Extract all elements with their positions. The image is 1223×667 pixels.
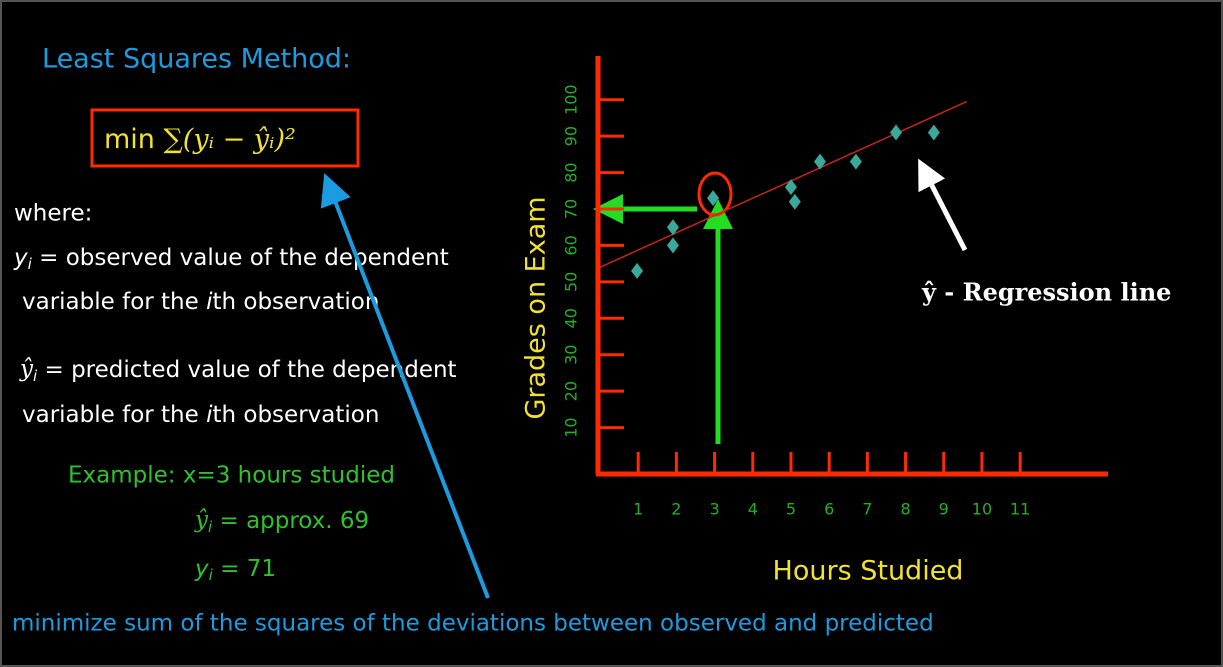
- x-tick-label: 2: [671, 500, 681, 519]
- point: [631, 262, 644, 279]
- x-axis-title: Hours Studied: [773, 556, 964, 587]
- regression-line: [599, 100, 967, 268]
- text: = observed value of the dependent: [32, 245, 449, 271]
- text: th observation: [212, 289, 379, 315]
- text: = 71: [213, 556, 276, 582]
- formula-box: [90, 108, 360, 168]
- point: [927, 124, 940, 141]
- example-obs: yi = 71: [194, 556, 276, 584]
- formula-expr: ∑(yᵢ − ŷᵢ)²: [164, 124, 296, 155]
- slide-title: Least Squares Method:: [42, 44, 351, 75]
- observed-line2: variable for the ith observation: [22, 289, 379, 315]
- y-tick-label: 40: [562, 308, 581, 328]
- example: Example: x=3 hours studied: [68, 463, 395, 489]
- text: = approx. 69: [212, 508, 369, 534]
- point: [849, 153, 862, 170]
- y-tick-label: 100: [562, 84, 581, 115]
- formula-min: min: [104, 124, 155, 155]
- y-tick-label: 30: [562, 345, 581, 365]
- x-tick-label: 7: [862, 500, 872, 519]
- symbol: y: [194, 556, 209, 582]
- y-tick-label: 10: [562, 417, 581, 437]
- y-tick-label: 20: [562, 381, 581, 401]
- x-tick-label: 8: [900, 500, 910, 519]
- subscript: i: [208, 518, 213, 536]
- text: th observation: [212, 402, 379, 428]
- subscript: i: [33, 367, 38, 385]
- text: i: [206, 289, 213, 315]
- formula: min ∑(yᵢ − ŷᵢ)²: [104, 124, 296, 155]
- symbol: ŷ: [19, 356, 34, 382]
- x-tick-label: 10: [972, 500, 992, 519]
- arrow: [320, 173, 490, 599]
- observed-line: yi = observed value of the dependent: [13, 245, 449, 273]
- predicted-line: ŷi = predicted value of the dependent: [19, 356, 457, 385]
- point: [890, 124, 903, 141]
- point: [707, 190, 720, 207]
- text: = predicted value of the dependent: [37, 357, 456, 383]
- x-tick-label: 9: [939, 500, 949, 519]
- point: [666, 219, 679, 236]
- text: variable for the: [22, 402, 206, 428]
- x-tick-label: 6: [824, 500, 834, 519]
- y-tick-label: 50: [562, 272, 581, 292]
- y-tick-label: 70: [562, 199, 581, 219]
- subscript: i: [28, 255, 33, 273]
- predicted-line2: variable for the ith observation: [22, 402, 379, 428]
- y-tick-label: 90: [562, 126, 581, 146]
- y-tick-label: 60: [562, 235, 581, 255]
- point: [666, 237, 679, 254]
- x-tick-label: 11: [1010, 500, 1030, 519]
- annotation: ŷ - Regression line: [921, 278, 1171, 307]
- point: [784, 179, 797, 196]
- text: variable for the: [22, 289, 206, 315]
- x-tick-label: 1: [633, 500, 643, 519]
- y-tick-label: 80: [562, 162, 581, 182]
- subscript: i: [209, 566, 214, 584]
- x-tick-label: 4: [748, 500, 758, 519]
- text: i: [206, 402, 213, 428]
- point: [814, 153, 827, 170]
- footer: minimize sum of the squares of the devia…: [12, 611, 934, 637]
- arrow: [918, 158, 968, 252]
- y-axis-title: Grades on Exam: [521, 196, 552, 419]
- where: where:: [14, 201, 92, 227]
- point: [788, 193, 801, 210]
- symbol: ŷ: [194, 507, 209, 533]
- x-tick-label: 5: [786, 500, 796, 519]
- x-tick-label: 3: [709, 500, 719, 519]
- example-pred: ŷi = approx. 69: [194, 507, 369, 536]
- symbol: y: [13, 245, 28, 271]
